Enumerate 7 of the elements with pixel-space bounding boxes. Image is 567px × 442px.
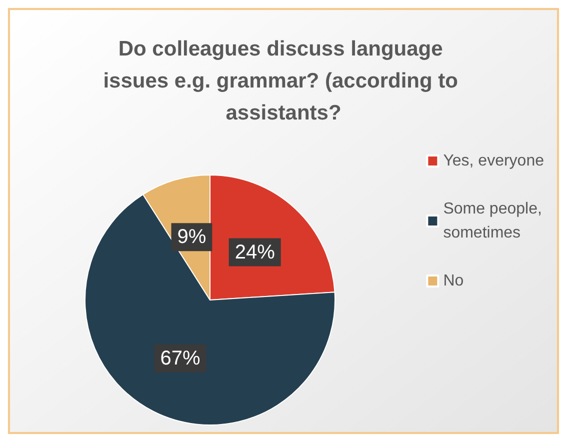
legend-label: Yes, everyone <box>443 152 544 170</box>
data-label: 9% <box>177 226 206 248</box>
data-label: 24% <box>234 241 276 264</box>
chart-title: Do colleagues discuss language issues e.g. grammar? (according to assistants? <box>103 38 464 124</box>
data-label: 67% <box>160 347 200 370</box>
legend-label: No <box>443 272 464 290</box>
legend-label: Some people, sometimes <box>443 200 542 242</box>
